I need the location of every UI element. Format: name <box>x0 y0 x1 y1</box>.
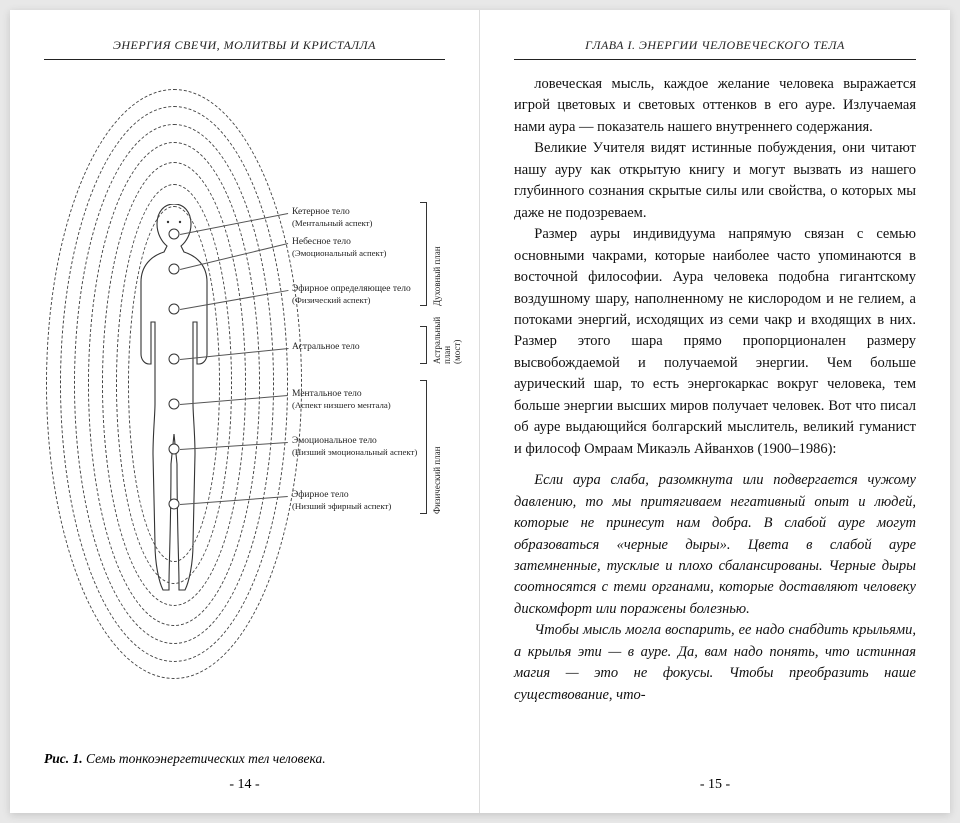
body-layer-label: Астральное тело <box>292 342 360 353</box>
page-number-right: - 15 - <box>514 767 916 793</box>
body-layer-label: Кетерное тело(Ментальный аспект) <box>292 207 372 230</box>
figure-caption: Рис. 1. Семь тонкоэнергетических тел чел… <box>44 751 445 767</box>
body-layer-label: Эфирное тело(Низший эфирный аспект) <box>292 490 391 513</box>
chakra-dot <box>169 304 180 315</box>
page-left: ЭНЕРГИЯ СВЕЧИ, МОЛИТВЫ И КРИСТАЛЛА Кетер… <box>10 10 480 813</box>
body-layer-label: Эмоциональное тело(Низший эмоциональный … <box>292 436 417 459</box>
page-right: ГЛАВА I. ЭНЕРГИИ ЧЕЛОВЕЧЕСКОГО ТЕЛА лове… <box>480 10 950 813</box>
chakra-dot <box>169 399 180 410</box>
chakra-dot <box>169 229 180 240</box>
plane-bracket <box>420 202 427 306</box>
running-head-right: ГЛАВА I. ЭНЕРГИИ ЧЕЛОВЕЧЕСКОГО ТЕЛА <box>514 38 916 60</box>
body-text: ловеческая мысль, каждое желание человек… <box>514 74 916 706</box>
body-paragraph <box>514 460 916 470</box>
body-paragraph: Великие Учителя видят истинные побуждени… <box>514 138 916 224</box>
body-layer-label: Ментальное тело(Аспект низшего ментала) <box>292 389 391 412</box>
quote-paragraph: Чтобы мысль могла воспарить, ее надо сна… <box>514 620 916 706</box>
page-number-left: - 14 - <box>44 767 445 793</box>
plane-bracket <box>420 380 427 514</box>
plane-bracket-label: Физический план <box>432 380 442 514</box>
plane-bracket-label: Духовный план <box>432 202 442 306</box>
caption-label: Рис. 1. <box>44 751 83 766</box>
plane-bracket <box>420 326 427 364</box>
body-paragraph: Размер ауры индивидуума напрямую связан … <box>514 224 916 460</box>
running-head-left: ЭНЕРГИЯ СВЕЧИ, МОЛИТВЫ И КРИСТАЛЛА <box>44 38 445 60</box>
chakra-dot <box>169 499 180 510</box>
plane-bracket-label: Астральный план (мост) <box>432 326 462 364</box>
book-spread: ЭНЕРГИЯ СВЕЧИ, МОЛИТВЫ И КРИСТАЛЛА Кетер… <box>10 10 950 813</box>
body-layer-label: Небесное тело(Эмоциональный аспект) <box>292 237 387 260</box>
chakra-dot <box>169 264 180 275</box>
figure-area: Кетерное тело(Ментальный аспект) Небесное… <box>44 74 445 767</box>
aura-diagram: Кетерное тело(Ментальный аспект) Небесное… <box>44 74 445 745</box>
chakra-dot <box>169 354 180 365</box>
quote-paragraph: Если аура слаба, разомкнута или подверга… <box>514 470 916 620</box>
chakra-dot <box>169 444 180 455</box>
body-layer-label: Эфирное определяющее тело(Физический асп… <box>292 284 411 307</box>
caption-text: Семь тонкоэнергетических тел человека. <box>86 751 326 766</box>
body-paragraph: ловеческая мысль, каждое желание человек… <box>514 74 916 138</box>
